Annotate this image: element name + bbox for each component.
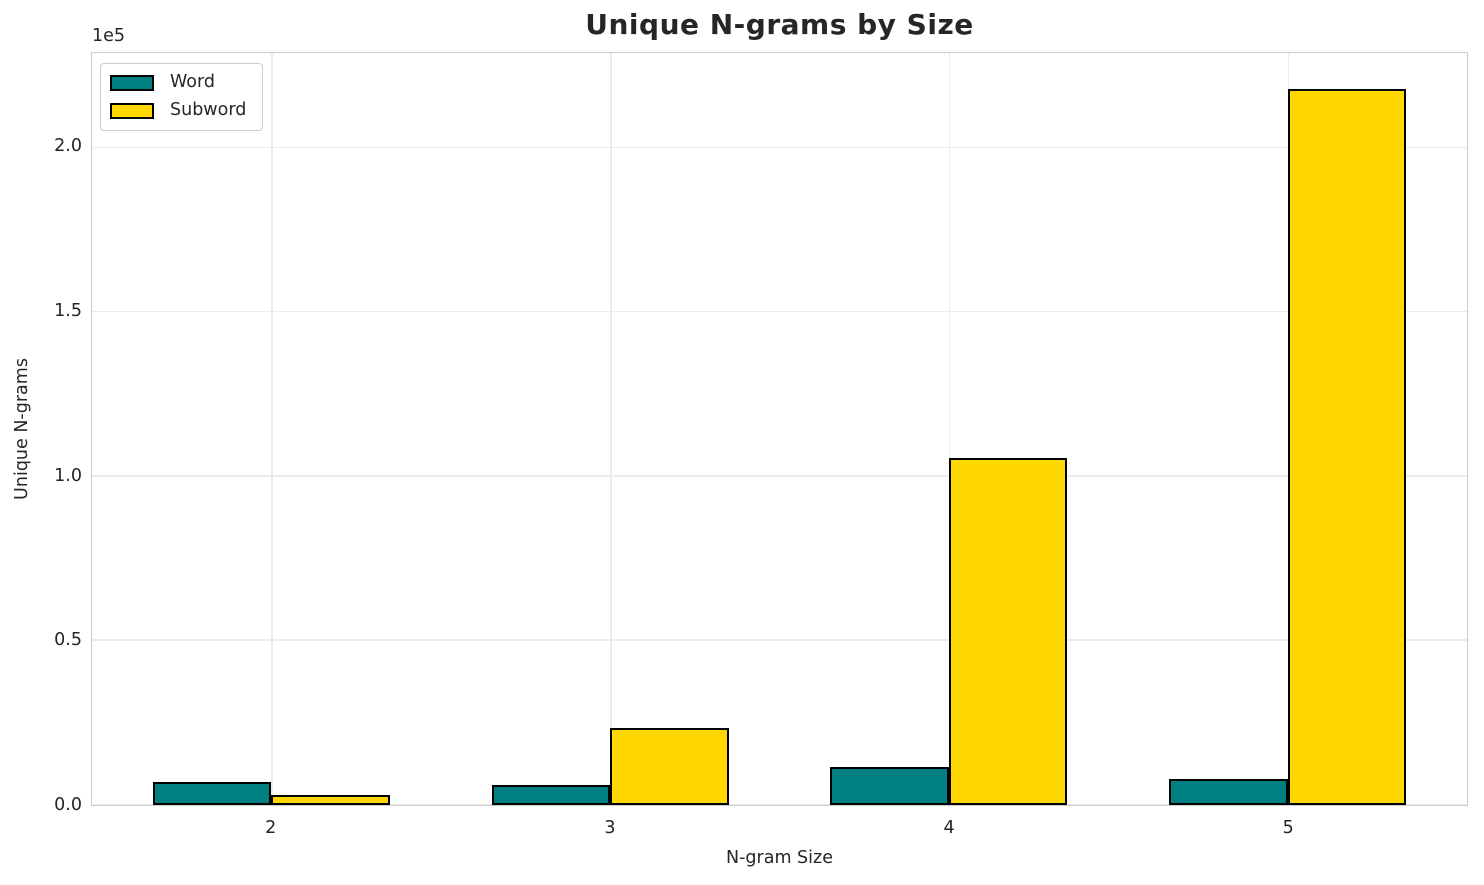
gridline-y-2.0 [92,146,1467,149]
legend-item-subword: Subword [110,100,247,121]
chart-title: Unique N-grams by Size [585,8,974,41]
gridline-y-1.5 [92,310,1467,313]
legend-swatch-subword [110,102,154,119]
bar-word-5 [1168,778,1288,805]
legend-label-subword: Subword [170,100,247,121]
y-tick-1.0: 1.0 [54,465,82,486]
x-tick-2: 2 [265,818,277,838]
x-tick-4: 4 [943,818,955,838]
plot-area: Word Subword [91,52,1468,806]
bar-subword-3 [610,727,729,805]
x-tick-3: 3 [604,818,616,838]
y-tick-1.5: 1.5 [54,301,82,322]
bar-word-3 [491,785,611,805]
gridline-y-1.0 [92,475,1467,477]
bar-word-2 [152,782,272,805]
gridline-x-3 [610,53,612,805]
y-tick-0.5: 0.5 [54,630,82,651]
legend-label-word: Word [170,72,215,92]
y-axis-offset-text: 1e5 [92,26,126,46]
y-tick-2.0: 2.0 [54,136,82,157]
gridline-y-0.5 [92,639,1467,641]
legend-item-word: Word [110,72,246,92]
bar-subword-4 [948,457,1068,805]
gridline-x-4 [948,53,951,805]
legend: Word Subword [100,63,264,131]
gridline-y-0.0 [92,803,1467,805]
x-axis-label: N-gram Size [726,848,833,868]
legend-swatch-word [110,74,154,91]
bar-word-4 [830,767,949,805]
bar-subword-2 [271,795,391,805]
y-tick-0.0: 0.0 [54,795,82,815]
gridline-x-2 [271,53,273,805]
bar-subword-5 [1287,89,1407,805]
x-tick-5: 5 [1282,818,1294,838]
